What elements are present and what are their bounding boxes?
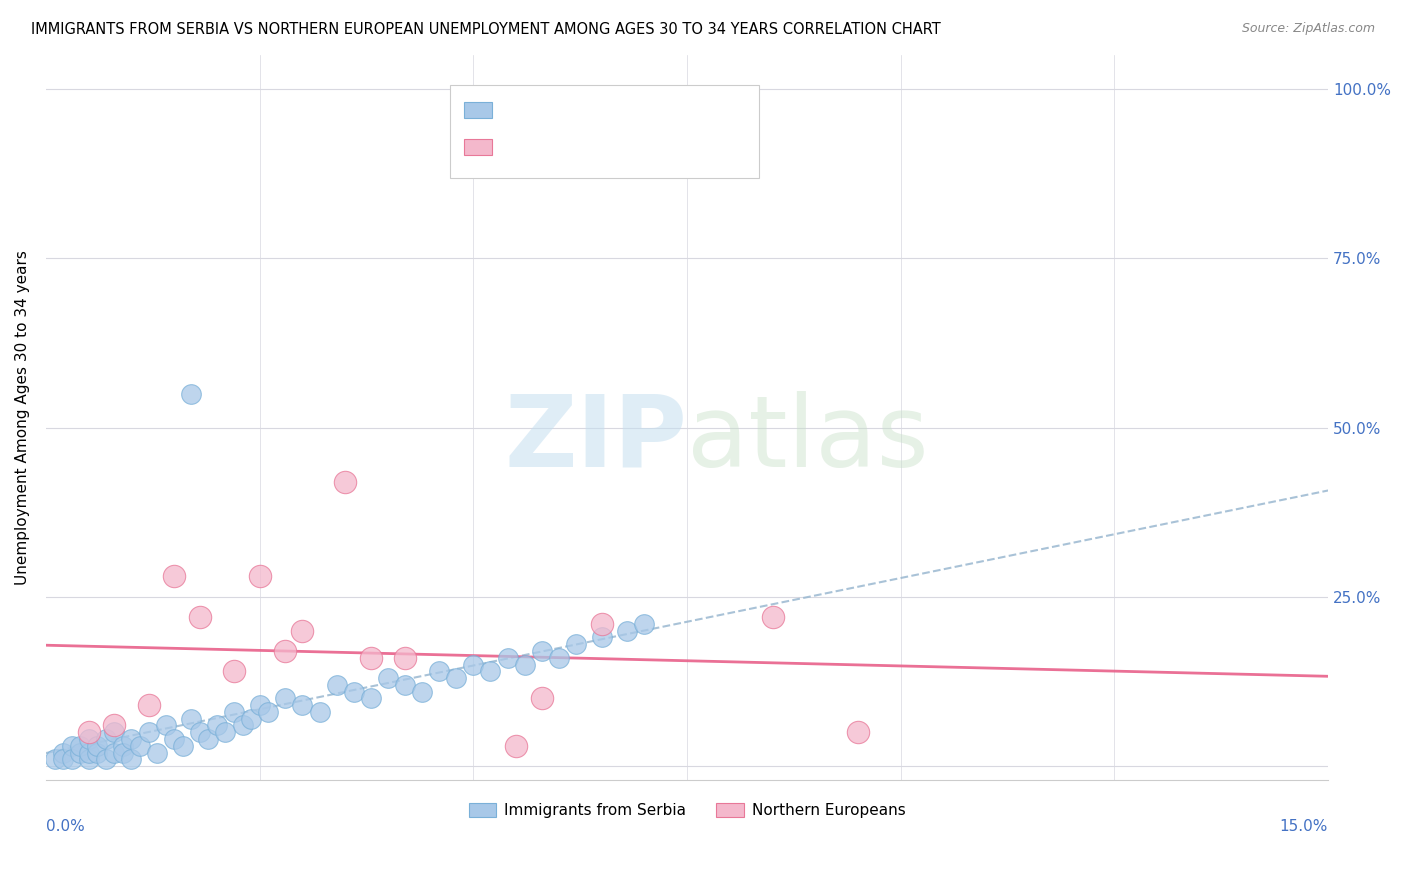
Point xyxy=(274,691,297,706)
Text: 15.0%: 15.0% xyxy=(1279,820,1329,835)
Point xyxy=(291,698,314,713)
Legend: Immigrants from Serbia, Northern Europeans: Immigrants from Serbia, Northern Europea… xyxy=(463,797,911,824)
Point xyxy=(360,650,382,665)
Point xyxy=(163,731,186,746)
Text: Source: ZipAtlas.com: Source: ZipAtlas.com xyxy=(1241,22,1375,36)
Point xyxy=(616,624,638,638)
Point xyxy=(232,718,254,732)
Point xyxy=(343,684,366,698)
Point xyxy=(274,644,297,658)
Point xyxy=(86,746,108,760)
Point xyxy=(411,684,433,698)
Point xyxy=(565,637,588,651)
Point xyxy=(249,698,271,713)
Point xyxy=(44,752,66,766)
Text: ZIP: ZIP xyxy=(505,391,688,488)
Point xyxy=(146,746,169,760)
Text: atlas: atlas xyxy=(688,391,929,488)
Point xyxy=(591,616,613,631)
Point xyxy=(103,725,125,739)
Point xyxy=(761,610,783,624)
Point xyxy=(205,718,228,732)
Point xyxy=(240,712,263,726)
Point xyxy=(325,678,347,692)
Point xyxy=(60,752,83,766)
Point xyxy=(377,671,399,685)
Point xyxy=(463,657,485,672)
Point xyxy=(77,731,100,746)
Point xyxy=(69,739,91,753)
Point xyxy=(333,475,356,489)
Text: R =: R = xyxy=(503,138,540,156)
Point xyxy=(77,746,100,760)
Point xyxy=(505,739,527,753)
Point xyxy=(77,752,100,766)
Point xyxy=(308,705,330,719)
Point xyxy=(188,725,211,739)
Point xyxy=(360,691,382,706)
Point xyxy=(222,665,245,679)
Point xyxy=(77,725,100,739)
Text: 0.0%: 0.0% xyxy=(46,820,84,835)
Point xyxy=(846,725,869,739)
Point xyxy=(52,746,75,760)
Point xyxy=(69,746,91,760)
Point xyxy=(446,671,468,685)
Point xyxy=(94,752,117,766)
Text: IMMIGRANTS FROM SERBIA VS NORTHERN EUROPEAN UNEMPLOYMENT AMONG AGES 30 TO 34 YEA: IMMIGRANTS FROM SERBIA VS NORTHERN EUROP… xyxy=(31,22,941,37)
Text: R =: R = xyxy=(503,101,540,119)
Point xyxy=(111,746,134,760)
Y-axis label: Unemployment Among Ages 30 to 34 years: Unemployment Among Ages 30 to 34 years xyxy=(15,250,30,585)
Point xyxy=(52,752,75,766)
Point xyxy=(172,739,194,753)
Point xyxy=(257,705,280,719)
Point xyxy=(249,569,271,583)
Point xyxy=(180,386,202,401)
Point xyxy=(111,739,134,753)
Point xyxy=(591,631,613,645)
Point xyxy=(60,739,83,753)
Point xyxy=(188,610,211,624)
Text: N =: N = xyxy=(602,101,638,119)
Point xyxy=(120,752,142,766)
Text: 58: 58 xyxy=(636,101,658,119)
Text: 0.322: 0.322 xyxy=(540,101,593,119)
Point xyxy=(530,691,553,706)
Point xyxy=(138,698,160,713)
Point xyxy=(197,731,219,746)
Point xyxy=(291,624,314,638)
Point xyxy=(394,650,416,665)
Point xyxy=(163,569,186,583)
Point xyxy=(86,739,108,753)
Point xyxy=(547,650,569,665)
Point xyxy=(103,718,125,732)
Point xyxy=(479,665,502,679)
Point xyxy=(120,731,142,746)
Point xyxy=(129,739,152,753)
Point xyxy=(633,616,655,631)
Point xyxy=(496,650,519,665)
Point xyxy=(530,644,553,658)
Text: 0.419: 0.419 xyxy=(540,138,592,156)
Point xyxy=(94,731,117,746)
Point xyxy=(214,725,236,739)
Point xyxy=(103,746,125,760)
Point xyxy=(155,718,177,732)
Point xyxy=(222,705,245,719)
Point xyxy=(180,712,202,726)
Point xyxy=(138,725,160,739)
Point xyxy=(427,665,450,679)
Point xyxy=(513,657,536,672)
Text: 17: 17 xyxy=(636,138,658,156)
Point xyxy=(394,678,416,692)
Text: N =: N = xyxy=(602,138,638,156)
